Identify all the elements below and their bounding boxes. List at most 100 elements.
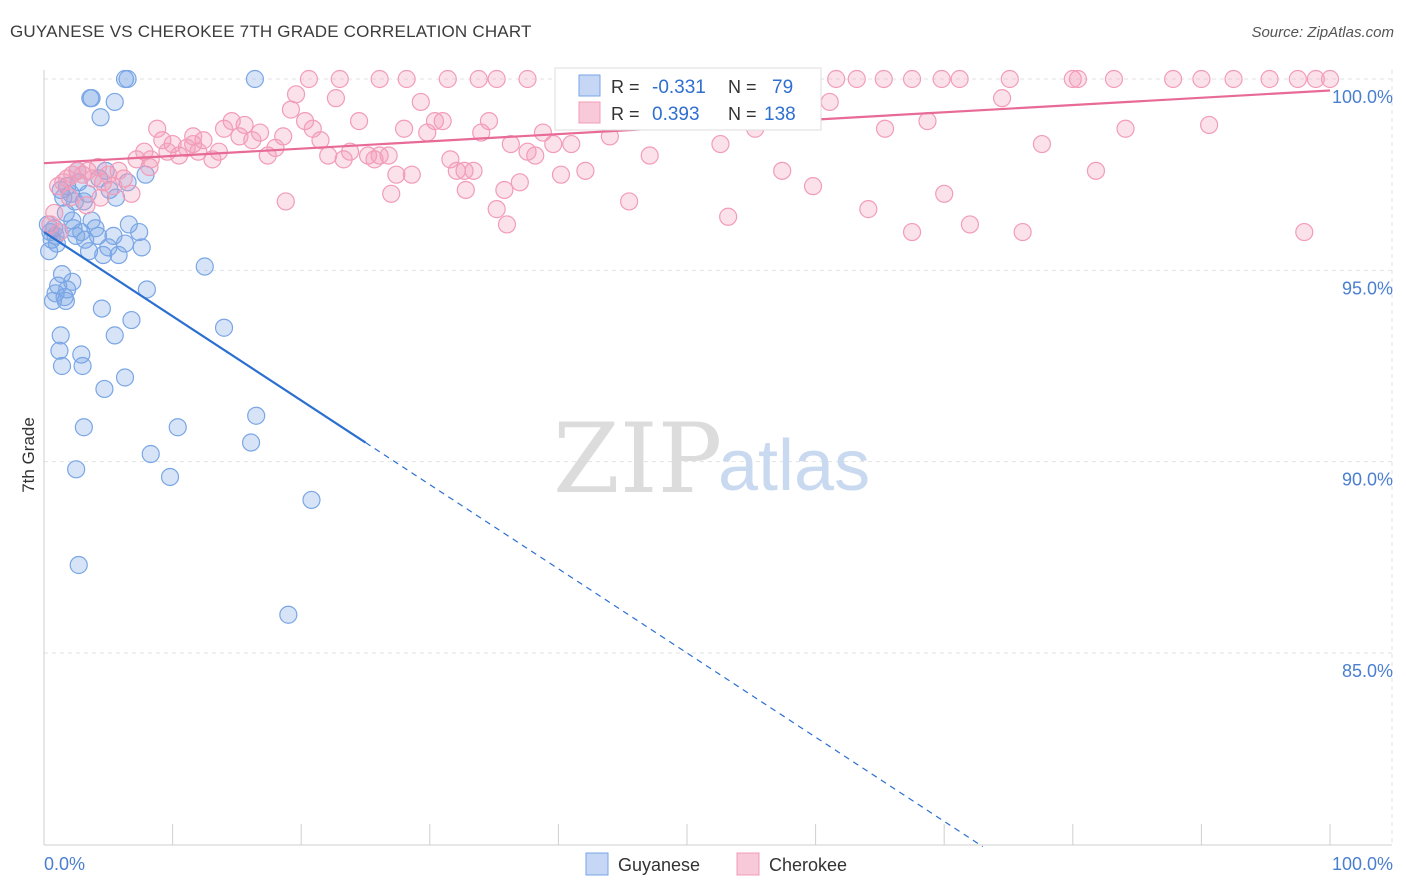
- data-point-cherokee: [83, 169, 102, 188]
- legend-n-value: 138: [764, 104, 796, 125]
- data-point-cherokee: [311, 131, 330, 150]
- data-point-cherokee: [91, 188, 110, 207]
- legend-n-value: 79: [772, 77, 793, 98]
- data-point-cherokee: [286, 85, 306, 104]
- data-point-cherokee: [163, 134, 182, 154]
- data-point-guyanese: [122, 310, 141, 330]
- data-point-guyanese: [74, 418, 93, 437]
- data-point-cherokee: [859, 200, 878, 219]
- trend-line-guyanese: [43, 231, 367, 444]
- data-point-cherokee: [1000, 69, 1019, 89]
- data-point-cherokee: [425, 111, 445, 131]
- data-point-guyanese: [95, 379, 114, 399]
- data-point-cherokee: [640, 146, 659, 165]
- data-point-guyanese: [115, 368, 135, 387]
- legend-r-label: R =: [611, 77, 640, 97]
- data-point-cherokee: [1013, 222, 1032, 242]
- data-point-guyanese: [130, 222, 149, 242]
- data-point-cherokee: [533, 123, 553, 142]
- data-point-guyanese: [69, 555, 88, 575]
- data-point-cherokee: [479, 111, 499, 131]
- data-point-cherokee: [455, 161, 474, 180]
- data-point-guyanese: [105, 92, 124, 112]
- data-point-cherokee: [551, 165, 571, 184]
- data-point-cherokee: [340, 142, 360, 161]
- data-point-cherokee: [620, 192, 639, 211]
- data-point-guyanese: [115, 234, 135, 253]
- data-point-cherokee: [1068, 69, 1088, 89]
- data-point-cherokee: [184, 134, 203, 154]
- data-point-cherokee: [50, 222, 69, 242]
- data-point-cherokee: [773, 161, 792, 180]
- chart-title: GUYANESE VS CHEROKEE 7TH GRADE CORRELATI…: [10, 22, 532, 41]
- data-point-cherokee: [992, 89, 1012, 108]
- data-point-cherokee: [379, 146, 398, 165]
- data-point-guyanese: [137, 280, 156, 299]
- data-point-guyanese: [52, 356, 72, 376]
- y-tick-labels: 100.0% 95.0% 90.0% 85.0%: [1332, 87, 1393, 681]
- data-point-cherokee: [487, 69, 506, 89]
- data-point-guyanese: [72, 345, 91, 364]
- data-point-cherokee: [299, 69, 319, 89]
- data-point-cherokee: [60, 188, 79, 207]
- data-point-cherokee: [847, 69, 866, 89]
- data-point-guyanese: [67, 460, 86, 479]
- data-point-cherokee: [960, 215, 980, 234]
- data-point-cherokee: [510, 173, 529, 192]
- data-point-cherokee: [397, 69, 416, 89]
- data-point-guyanese: [56, 291, 75, 311]
- data-point-guyanese: [88, 226, 108, 245]
- data-point-cherokee: [918, 111, 937, 131]
- data-point-cherokee: [932, 69, 951, 89]
- data-point-guyanese: [79, 242, 99, 261]
- data-point-guyanese: [214, 318, 234, 337]
- data-point-cherokee: [441, 150, 460, 169]
- data-point-cherokee: [250, 123, 270, 142]
- data-point-guyanese: [241, 433, 261, 452]
- data-point-cherokee: [281, 100, 301, 119]
- chart-source: Source: ZipAtlas.com: [1251, 24, 1394, 41]
- data-point-guyanese: [141, 444, 160, 464]
- data-point-cherokee: [469, 69, 488, 89]
- data-point-cherokee: [501, 134, 520, 154]
- data-point-cherokee: [711, 134, 730, 154]
- watermark: ZIP atlas: [553, 403, 870, 515]
- data-point-cherokee: [387, 165, 406, 184]
- data-point-cherokee: [902, 69, 922, 89]
- data-point-cherokee: [1116, 119, 1135, 138]
- data-point-cherokee: [370, 69, 389, 89]
- data-point-cherokee: [148, 119, 167, 138]
- x-tick-label: 100.0%: [1332, 854, 1393, 874]
- data-points: [38, 69, 1340, 624]
- data-point-cherokee: [1032, 134, 1052, 154]
- data-point-cherokee: [194, 131, 213, 150]
- data-point-cherokee: [295, 111, 315, 131]
- data-point-guyanese: [47, 234, 66, 253]
- data-point-cherokee: [544, 134, 563, 154]
- data-point-guyanese: [160, 467, 180, 487]
- data-point-cherokee: [77, 196, 96, 215]
- y-tick-label: 100.0%: [1332, 87, 1393, 107]
- data-point-cherokee: [1306, 69, 1325, 89]
- data-point-cherokee: [140, 157, 159, 177]
- data-point-cherokee: [394, 119, 414, 138]
- series-legend-label-cherokee: Cherokee: [769, 855, 847, 875]
- data-point-cherokee: [1200, 115, 1219, 135]
- data-point-guyanese: [106, 188, 126, 207]
- data-point-cherokee: [1192, 69, 1211, 89]
- data-point-cherokee: [235, 115, 254, 135]
- series-legend-label-guyanese: Guyanese: [618, 855, 700, 875]
- stats-legend: R = -0.331 N = 79 R = 0.393 N = 138: [554, 67, 822, 131]
- data-point-guyanese: [63, 272, 82, 291]
- data-point-cherokee: [526, 146, 545, 165]
- data-point-guyanese: [49, 276, 68, 295]
- data-point-cherokee: [803, 177, 823, 196]
- data-point-cherokee: [326, 89, 346, 108]
- data-point-cherokee: [114, 169, 133, 188]
- watermark-atlas: atlas: [718, 426, 870, 506]
- data-point-cherokee: [1320, 69, 1340, 89]
- data-point-cherokee: [1063, 69, 1082, 89]
- data-point-guyanese: [245, 69, 265, 89]
- data-point-guyanese: [92, 299, 111, 318]
